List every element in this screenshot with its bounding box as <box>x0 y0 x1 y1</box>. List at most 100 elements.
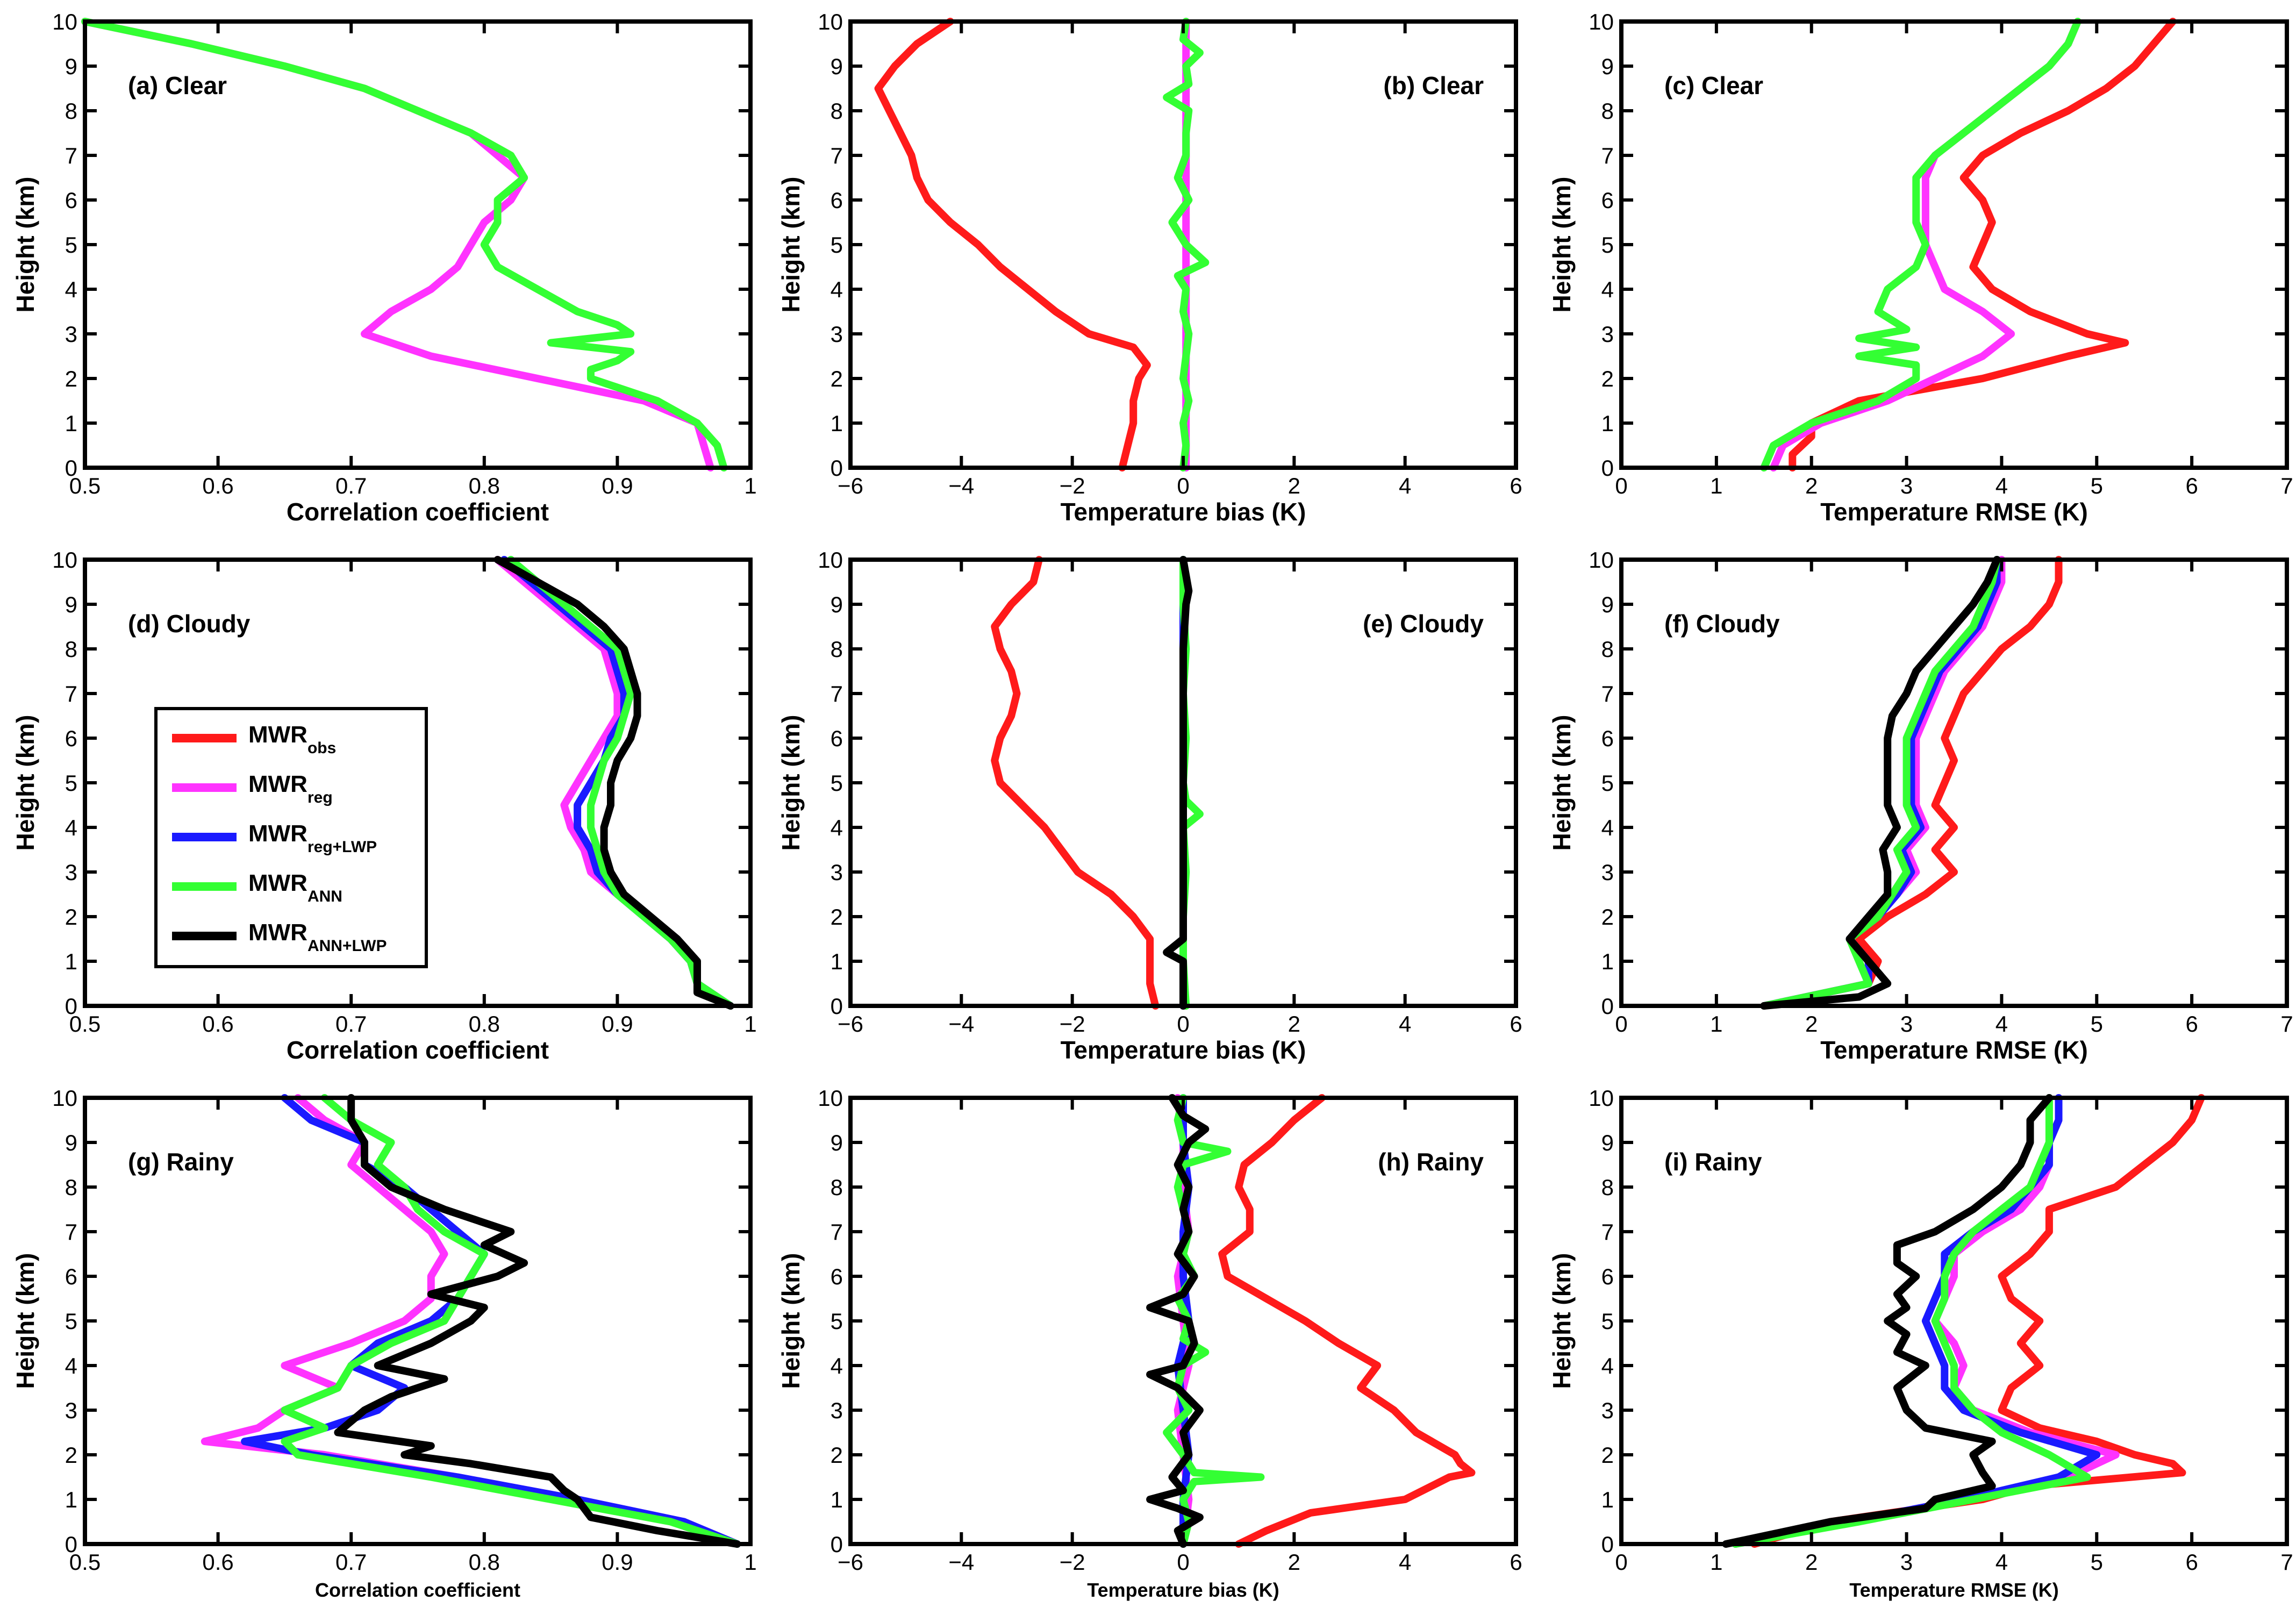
y-tick-label-a-0: 0 <box>65 455 77 481</box>
y-tick-label-d-8: 8 <box>65 637 77 662</box>
y-tick-label-d-9: 9 <box>65 592 77 617</box>
legend-label-2: MWRreg+LWP <box>248 820 377 856</box>
y-tick-label-b-7: 7 <box>831 143 843 168</box>
x-axis-label-d: Correlation coefficient <box>287 1036 549 1064</box>
y-tick-label-f-2: 2 <box>1601 904 1614 930</box>
y-tick-label-a-7: 7 <box>65 143 77 168</box>
y-tick-label-i-2: 2 <box>1601 1442 1614 1468</box>
panel-label-f: (f) Cloudy <box>1664 610 1780 638</box>
x-axis-label-i: Temperature RMSE (K) <box>1849 1579 2058 1601</box>
x-tick-label-c-3: 3 <box>1900 473 1913 498</box>
y-tick-label-f-9: 9 <box>1601 592 1614 617</box>
y-axis-label-c: Height (km) <box>1548 177 1576 313</box>
y-tick-label-h-2: 2 <box>831 1442 843 1468</box>
panel-label-e: (e) Cloudy <box>1363 610 1484 638</box>
legend-label-sub-1: reg <box>307 789 333 806</box>
series-mwr_ann-plus-lwp-f <box>1760 556 2001 1010</box>
series-mwr_reg-plus-lwp-f <box>1760 556 2001 1010</box>
panel-label-i: (i) Rainy <box>1664 1148 1762 1176</box>
series-mwr_ann-c <box>1760 18 2082 471</box>
panel-a: 0.5 0.6 0.7 0.8 0.9 1012345678910Correlation … <box>11 9 757 526</box>
x-tick-label-i-2: 2 <box>1805 1549 1818 1575</box>
y-tick-label-c-5: 5 <box>1601 232 1614 258</box>
y-axis-label-a: Height (km) <box>11 177 39 313</box>
x-tick-label-g-0: 0.5 <box>69 1549 101 1575</box>
series-mwr_reg-plus-lwp-d <box>500 556 734 1010</box>
y-tick-label-f-0: 0 <box>1601 994 1614 1019</box>
x-tick-label-b-5: 4 <box>1399 473 1411 498</box>
y-tick-label-d-2: 2 <box>65 904 77 930</box>
x-axis-label-h: Temperature bias (K) <box>1087 1579 1279 1601</box>
legend-label-0: MWRobs <box>248 721 336 757</box>
y-tick-label-d-6: 6 <box>65 726 77 751</box>
y-tick-label-b-3: 3 <box>831 321 843 347</box>
x-tick-label-f-2: 2 <box>1805 1011 1818 1037</box>
y-tick-label-b-10: 10 <box>818 9 843 34</box>
y-tick-label-d-4: 4 <box>65 815 77 840</box>
y-tick-label-h-7: 7 <box>831 1219 843 1245</box>
y-tick-label-e-5: 5 <box>831 770 843 796</box>
panel-label-b: (b) Clear <box>1383 72 1484 99</box>
x-tick-label-e-6: 6 <box>1510 1011 1522 1037</box>
y-tick-label-d-3: 3 <box>65 860 77 885</box>
x-tick-label-c-2: 2 <box>1805 473 1818 498</box>
panel-label-c: (c) Clear <box>1664 72 1763 99</box>
x-tick-label-b-2: −2 <box>1060 473 1085 498</box>
x-tick-label-g-5: 1 <box>744 1549 756 1575</box>
series-mwr_reg-plus-lwp-g <box>241 1094 741 1548</box>
y-tick-label-d-1: 1 <box>65 949 77 974</box>
y-tick-label-i-3: 3 <box>1601 1398 1614 1423</box>
legend-label-sub-3: ANN <box>307 888 342 905</box>
y-tick-label-a-2: 2 <box>65 366 77 391</box>
y-tick-label-d-10: 10 <box>52 547 77 573</box>
series-mwr_ann-plus-lwp-g <box>334 1094 741 1548</box>
legend-label-1: MWRreg <box>248 771 333 806</box>
legend-label-sub-2: reg+LWP <box>307 838 377 856</box>
y-tick-label-e-4: 4 <box>831 815 843 840</box>
y-tick-label-e-6: 6 <box>831 726 843 751</box>
y-tick-label-i-7: 7 <box>1601 1219 1614 1245</box>
y-tick-label-g-10: 10 <box>52 1085 77 1111</box>
x-tick-label-c-1: 1 <box>1710 473 1722 498</box>
y-tick-label-e-0: 0 <box>831 994 843 1019</box>
y-tick-label-f-6: 6 <box>1601 726 1614 751</box>
y-tick-label-f-3: 3 <box>1601 860 1614 885</box>
y-tick-label-c-8: 8 <box>1601 98 1614 124</box>
panel-d: 0.5 0.6 0.7 0.8 0.9 1012345678910Correlation … <box>11 547 757 1064</box>
x-tick-label-g-2: 0.7 <box>335 1549 367 1575</box>
y-tick-label-c-0: 0 <box>1601 455 1614 481</box>
x-tick-label-h-6: 6 <box>1510 1549 1522 1575</box>
y-tick-label-c-3: 3 <box>1601 321 1614 347</box>
y-tick-label-f-10: 10 <box>1589 547 1614 573</box>
y-tick-label-a-6: 6 <box>65 188 77 213</box>
y-tick-label-d-0: 0 <box>65 994 77 1019</box>
series-mwr_ann-f <box>1760 556 2001 1010</box>
y-tick-label-g-8: 8 <box>65 1175 77 1200</box>
x-tick-label-f-4: 4 <box>1995 1011 2008 1037</box>
y-tick-label-e-10: 10 <box>818 547 843 573</box>
x-tick-label-e-4: 2 <box>1288 1011 1300 1037</box>
x-tick-label-b-4: 2 <box>1288 473 1300 498</box>
y-tick-label-a-9: 9 <box>65 54 77 79</box>
series-mwr_ann-plus-lwp-i <box>1722 1094 2053 1548</box>
x-tick-label-c-6: 6 <box>2185 473 2198 498</box>
y-tick-label-g-6: 6 <box>65 1264 77 1289</box>
y-tick-label-a-5: 5 <box>65 232 77 258</box>
y-tick-label-i-5: 5 <box>1601 1309 1614 1334</box>
x-tick-label-c-5: 5 <box>2091 473 2103 498</box>
x-tick-label-a-3: 0.8 <box>469 473 500 498</box>
y-tick-label-g-4: 4 <box>65 1353 77 1378</box>
y-tick-label-b-1: 1 <box>831 411 843 436</box>
x-tick-label-e-0: −6 <box>838 1011 863 1037</box>
series-group-g <box>201 1094 741 1548</box>
x-tick-label-e-2: −2 <box>1060 1011 1085 1037</box>
y-tick-label-h-1: 1 <box>831 1487 843 1512</box>
x-tick-label-i-6: 6 <box>2185 1549 2198 1575</box>
y-tick-label-h-0: 0 <box>831 1532 843 1557</box>
y-tick-label-h-4: 4 <box>831 1353 843 1378</box>
y-tick-label-f-7: 7 <box>1601 681 1614 706</box>
y-tick-label-f-1: 1 <box>1601 949 1614 974</box>
y-tick-label-e-9: 9 <box>831 592 843 617</box>
x-tick-label-e-1: −4 <box>948 1011 974 1037</box>
x-tick-label-d-5: 1 <box>744 1011 756 1037</box>
